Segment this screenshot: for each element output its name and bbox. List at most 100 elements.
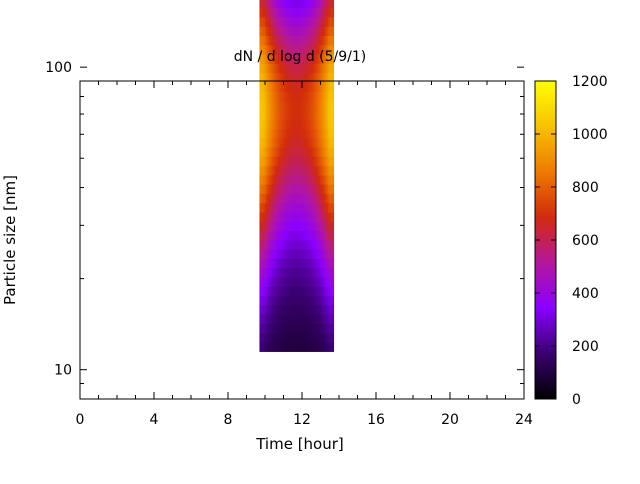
heatmap-cell [302, 54, 305, 64]
heatmap-cell [290, 54, 294, 64]
heatmap-cell [303, 146, 307, 157]
heatmap-cell [266, 16, 270, 27]
heatmap-cell [331, 63, 335, 74]
heatmap-cell [296, 16, 299, 27]
heatmap-cell [298, 7, 301, 18]
heatmap-cell [298, 91, 301, 102]
heatmap-cell [261, 277, 264, 287]
heatmap-cell [259, 63, 262, 74]
heatmap-cell [276, 54, 279, 64]
heatmap-cell [327, 100, 331, 111]
heatmap-cell [283, 286, 286, 297]
heatmap-cell [311, 258, 314, 269]
heatmap-cell [324, 44, 327, 55]
heatmap-cell [261, 267, 264, 278]
heatmap-cell [279, 304, 283, 315]
heatmap-cell [305, 230, 309, 241]
heatmap-cell [263, 72, 266, 83]
heatmap-cell [276, 230, 279, 241]
heatmap-cell [298, 35, 301, 46]
heatmap-cell [270, 193, 273, 204]
heatmap-cell [302, 165, 305, 176]
heatmap-cell [259, 193, 262, 204]
heatmap-cell [274, 202, 277, 213]
heatmap-cell [265, 91, 268, 102]
heatmap-cell [305, 286, 309, 297]
heatmap-cell [320, 54, 323, 64]
heatmap-cell [329, 44, 333, 55]
heatmap-cell [283, 295, 286, 306]
heatmap-cell [331, 7, 335, 18]
heatmap-cell [261, 304, 264, 315]
heatmap-cell [300, 165, 303, 176]
heatmap-cell [311, 230, 314, 241]
heatmap-cell [268, 277, 272, 287]
heatmap-cell [272, 0, 275, 9]
heatmap-cell [324, 258, 327, 269]
heatmap-cell [274, 249, 277, 260]
heatmap-cell [322, 0, 325, 9]
heatmap-cell [324, 109, 327, 120]
x-tick-label: 20 [441, 412, 459, 428]
heatmap-cell [272, 91, 275, 102]
heatmap-cell [298, 249, 301, 260]
heatmap-cell [326, 230, 329, 241]
heatmap-cell [305, 295, 309, 306]
heatmap-cell [279, 174, 283, 185]
heatmap-cell [331, 16, 335, 27]
heatmap-cell [320, 174, 323, 185]
heatmap-cell [298, 26, 301, 37]
heatmap-cell [276, 342, 279, 352]
heatmap-cell [320, 0, 323, 9]
heatmap-cell [289, 193, 292, 204]
heatmap-cell [326, 184, 329, 194]
heatmap-cell [303, 295, 307, 306]
heatmap-cell [290, 81, 294, 92]
heatmap-cell [302, 239, 305, 250]
heatmap-cell [327, 332, 331, 343]
heatmap-cell [277, 323, 281, 334]
heatmap-cell [272, 165, 275, 176]
heatmap-cell [279, 16, 283, 27]
heatmap-cell [326, 342, 329, 352]
heatmap-cell [329, 277, 333, 287]
heatmap-cell [298, 72, 301, 83]
heatmap-cell [318, 44, 322, 55]
heatmap-cell [263, 342, 266, 352]
heatmap-cell [302, 16, 305, 27]
heatmap-cell [276, 221, 279, 232]
heatmap-cell [268, 174, 272, 185]
heatmap-cell [289, 249, 292, 260]
heatmap-cell [265, 267, 268, 278]
heatmap-cell [326, 100, 329, 111]
heatmap-cell [313, 184, 316, 194]
heatmap-cell [331, 174, 335, 185]
heatmap-cell [276, 119, 279, 129]
heatmap-cell [276, 211, 279, 222]
heatmap-cell [274, 174, 277, 185]
heatmap-cell [261, 26, 264, 37]
heatmap-cell [314, 91, 318, 102]
heatmap-cell [277, 304, 281, 315]
heatmap-cell [292, 249, 296, 260]
heatmap-cell [314, 44, 318, 55]
heatmap-cell [292, 54, 296, 64]
heatmap-cell [326, 239, 329, 250]
heatmap-cell [270, 239, 273, 250]
heatmap-cell [300, 174, 303, 185]
heatmap-cell [277, 221, 281, 232]
heatmap-cell [287, 16, 290, 27]
heatmap-cell [265, 146, 268, 157]
heatmap-cell [287, 165, 290, 176]
heatmap-cell [298, 119, 301, 129]
heatmap-cell [311, 211, 314, 222]
heatmap-cell [318, 286, 322, 297]
heatmap-cell [279, 72, 283, 83]
heatmap-cell [322, 16, 325, 27]
heatmap-cell [270, 249, 273, 260]
heatmap-cell [281, 63, 285, 74]
heatmap-cell [277, 165, 281, 176]
heatmap-cell [277, 7, 281, 18]
heatmap-cell [263, 211, 266, 222]
